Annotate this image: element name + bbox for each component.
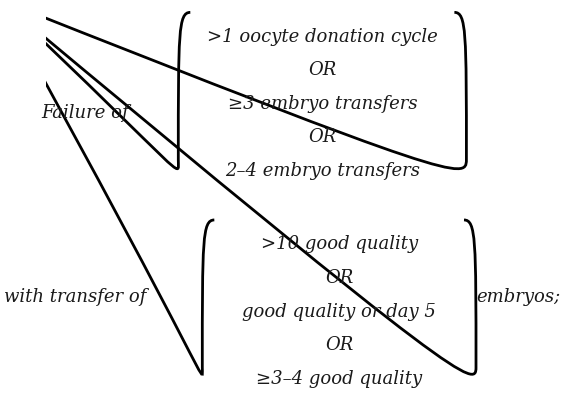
Text: >10 good quality: >10 good quality	[260, 235, 418, 253]
Text: OR: OR	[308, 61, 336, 79]
Text: good quality or day 5: good quality or day 5	[242, 302, 436, 320]
Text: 2–4 embryo transfers: 2–4 embryo transfers	[225, 162, 420, 180]
Text: ≥3 embryo transfers: ≥3 embryo transfers	[228, 95, 417, 113]
Text: Failure of: Failure of	[41, 104, 128, 122]
Text: OR: OR	[325, 268, 353, 286]
Text: OR: OR	[308, 128, 336, 146]
Text: with transfer of: with transfer of	[4, 287, 146, 305]
Text: embryos;: embryos;	[476, 287, 560, 305]
Text: ≥3–4 good quality: ≥3–4 good quality	[256, 369, 422, 387]
Text: >1 oocyte donation cycle: >1 oocyte donation cycle	[207, 28, 438, 46]
Text: OR: OR	[325, 335, 353, 353]
